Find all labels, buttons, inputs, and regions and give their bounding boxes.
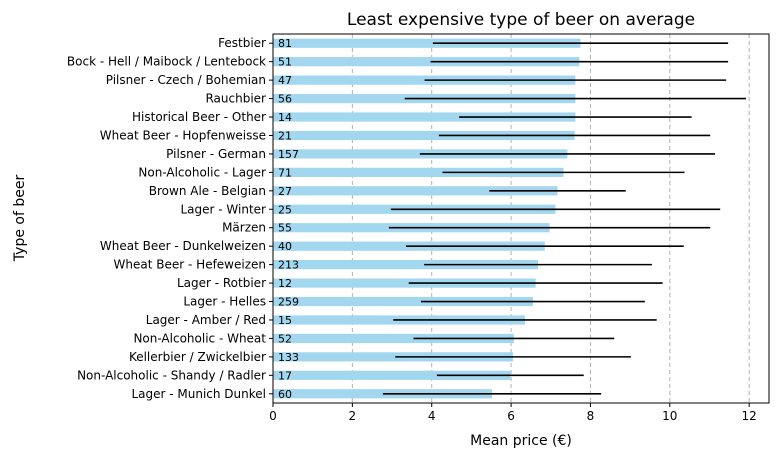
bar bbox=[273, 333, 514, 344]
count-label: 27 bbox=[278, 185, 292, 198]
y-tick-label: Non-Alcoholic - Shandy / Radler bbox=[77, 368, 266, 382]
bars bbox=[273, 38, 581, 399]
bar bbox=[273, 278, 536, 288]
y-tick-label: Pilsner - German bbox=[166, 147, 266, 161]
count-label: 51 bbox=[278, 56, 292, 69]
y-tick-label: Rauchbier bbox=[205, 92, 266, 106]
y-tick-label: Non-Alcoholic - Lager bbox=[138, 165, 266, 179]
bar bbox=[273, 75, 576, 85]
y-tick-label: Wheat Beer - Hefeweizen bbox=[114, 258, 266, 272]
y-tick-label: Kellerbier / Zwickelbier bbox=[129, 350, 266, 364]
count-label: 47 bbox=[278, 74, 292, 87]
x-tick-label: 12 bbox=[742, 409, 757, 423]
y-tick-label: Wheat Beer - Dunkelweizen bbox=[100, 239, 266, 253]
count-label: 71 bbox=[278, 166, 292, 179]
y-tick-label: Lager - Helles bbox=[183, 295, 266, 309]
y-tick-label: Märzen bbox=[222, 221, 266, 235]
count-label: 213 bbox=[278, 259, 299, 272]
count-label: 56 bbox=[278, 93, 292, 106]
x-axis-ticks: 0 2 4 6 8 10 12 bbox=[269, 403, 757, 423]
x-tick-label: 8 bbox=[587, 409, 595, 423]
count-label: 259 bbox=[278, 296, 299, 309]
count-label: 55 bbox=[278, 222, 292, 235]
bar bbox=[273, 38, 581, 48]
count-label: 12 bbox=[278, 277, 292, 290]
bar bbox=[273, 112, 576, 122]
count-label: 52 bbox=[278, 332, 292, 345]
bar bbox=[273, 57, 580, 67]
bar bbox=[273, 186, 558, 196]
count-label: 21 bbox=[278, 129, 292, 142]
x-tick-label: 0 bbox=[269, 409, 277, 423]
count-label: 25 bbox=[278, 203, 292, 216]
count-label: 14 bbox=[278, 111, 292, 124]
x-tick-label: 2 bbox=[349, 409, 357, 423]
x-axis-title: Mean price (€) bbox=[470, 433, 572, 449]
y-axis-title: Type of beer bbox=[12, 175, 28, 263]
y-tick-label: Historical Beer - Other bbox=[132, 110, 266, 124]
count-label: 17 bbox=[278, 369, 292, 382]
bar bbox=[273, 260, 539, 270]
bar bbox=[273, 389, 493, 399]
grid-lines bbox=[351, 34, 750, 403]
count-label: 40 bbox=[278, 240, 292, 253]
count-label: 15 bbox=[278, 314, 292, 327]
y-tick-label: Lager - Rotbier bbox=[177, 276, 266, 290]
x-tick-label: 4 bbox=[428, 409, 436, 423]
y-tick-label: Lager - Winter bbox=[181, 202, 267, 216]
chart-title: Least expensive type of beer on average bbox=[347, 10, 695, 30]
y-tick-label: Brown Ale - Belgian bbox=[149, 184, 266, 198]
x-tick-label: 10 bbox=[662, 409, 677, 423]
y-tick-label: Bock - Hell / Maibock / Lentebock bbox=[67, 55, 266, 69]
bar bbox=[273, 370, 511, 380]
y-tick-label: Pilsner - Czech / Bohemian bbox=[106, 73, 266, 87]
count-label: 81 bbox=[278, 37, 292, 50]
bar bbox=[273, 167, 564, 177]
count-label: 157 bbox=[278, 148, 299, 161]
y-tick-label: Wheat Beer - Hopfenweisse bbox=[100, 128, 266, 142]
bar bbox=[273, 296, 533, 307]
bar bbox=[273, 130, 575, 141]
plot-frame bbox=[272, 33, 770, 404]
count-label: 133 bbox=[278, 351, 299, 364]
y-tick-label: Lager - Amber / Red bbox=[146, 313, 266, 327]
y-tick-label: Festbier bbox=[218, 36, 266, 50]
y-tick-label: Lager - Munich Dunkel bbox=[131, 387, 266, 401]
y-axis-ticks: Festbier Bock - Hell / Maibock / Lenteboc… bbox=[67, 36, 273, 401]
count-label: 60 bbox=[278, 388, 292, 401]
y-tick-label: Non-Alcoholic - Wheat bbox=[133, 331, 266, 345]
x-tick-label: 6 bbox=[507, 409, 515, 423]
error-bars bbox=[382, 42, 746, 395]
count-labels: 81 51 47 56 14 21 157 71 27 25 55 40 213 12 259 15 52 133… bbox=[278, 37, 299, 401]
bar bbox=[273, 352, 514, 362]
